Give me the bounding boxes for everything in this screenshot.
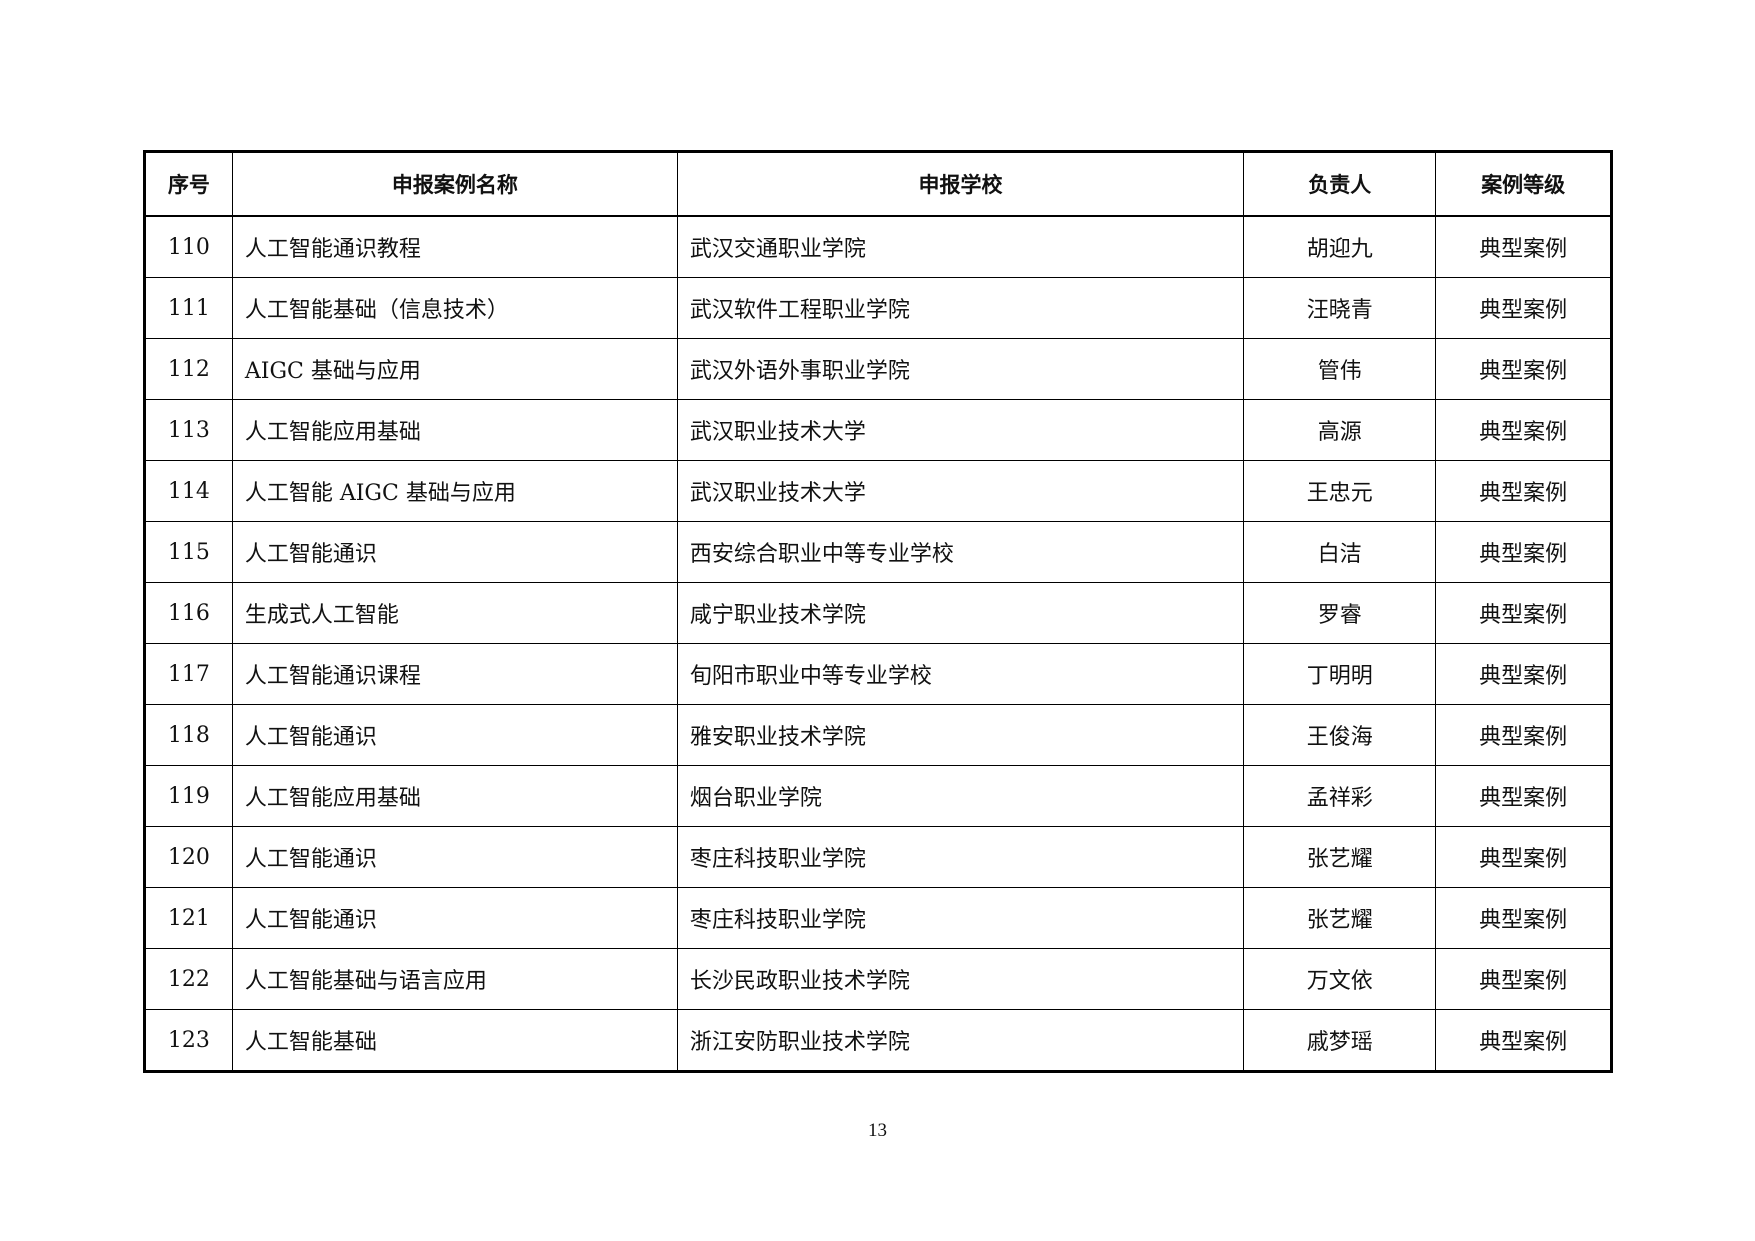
cell-owner: 管伟 [1243, 338, 1437, 400]
cell-school: 长沙民政职业技术学院 [676, 948, 1245, 1010]
cell-case-name: AIGC 基础与应用 [231, 338, 678, 400]
table-row: 112 AIGC 基础与应用 武汉外语外事职业学院 管伟 典型案例 [144, 338, 1612, 400]
cell-level: 典型案例 [1435, 215, 1612, 278]
header-case-name: 申报案例名称 [231, 151, 678, 217]
cell-level: 典型案例 [1435, 948, 1612, 1010]
table-row: 110 人工智能通识教程 武汉交通职业学院 胡迎九 典型案例 [144, 215, 1612, 278]
cell-school: 武汉外语外事职业学院 [676, 338, 1245, 400]
cell-case-name: 人工智能通识 [231, 826, 678, 888]
cell-level: 典型案例 [1435, 582, 1612, 644]
cell-school: 武汉职业技术大学 [676, 399, 1245, 461]
cell-school: 武汉软件工程职业学院 [676, 277, 1245, 339]
cell-index: 114 [144, 460, 233, 522]
cell-level: 典型案例 [1435, 399, 1612, 461]
table-row: 117 人工智能通识课程 旬阳市职业中等专业学校 丁明明 典型案例 [144, 643, 1612, 705]
table-row: 116 生成式人工智能 咸宁职业技术学院 罗睿 典型案例 [144, 582, 1612, 644]
header-level: 案例等级 [1435, 151, 1612, 217]
cell-school: 武汉交通职业学院 [676, 215, 1245, 278]
cell-case-name: 人工智能通识 [231, 887, 678, 949]
table-row: 119 人工智能应用基础 烟台职业学院 孟祥彩 典型案例 [144, 765, 1612, 827]
cell-level: 典型案例 [1435, 277, 1612, 339]
cell-owner: 王俊海 [1243, 704, 1437, 766]
cell-index: 120 [144, 826, 233, 888]
cell-index: 118 [144, 704, 233, 766]
cell-school: 武汉职业技术大学 [676, 460, 1245, 522]
table-row: 114 人工智能 AIGC 基础与应用 武汉职业技术大学 王忠元 典型案例 [144, 460, 1612, 522]
table-row: 122 人工智能基础与语言应用 长沙民政职业技术学院 万文依 典型案例 [144, 948, 1612, 1010]
cell-level: 典型案例 [1435, 643, 1612, 705]
cell-case-name: 人工智能应用基础 [231, 765, 678, 827]
cell-school: 西安综合职业中等专业学校 [676, 521, 1245, 583]
cell-level: 典型案例 [1435, 765, 1612, 827]
page-number: 13 [868, 1120, 887, 1141]
cell-owner: 张艺耀 [1243, 887, 1437, 949]
cell-owner: 罗睿 [1243, 582, 1437, 644]
header-school: 申报学校 [676, 151, 1245, 217]
table-row: 118 人工智能通识 雅安职业技术学院 王俊海 典型案例 [144, 704, 1612, 766]
cell-level: 典型案例 [1435, 826, 1612, 888]
cell-index: 117 [144, 643, 233, 705]
case-list-table: 序号 申报案例名称 申报学校 负责人 案例等级 110 人工智能通识教程 武汉交通职… [143, 150, 1613, 1073]
cell-case-name: 人工智能通识教程 [231, 215, 678, 278]
cell-level: 典型案例 [1435, 704, 1612, 766]
cell-case-name: 人工智能通识 [231, 521, 678, 583]
cell-owner: 胡迎九 [1243, 215, 1437, 278]
cell-index: 119 [144, 765, 233, 827]
cell-case-name: 人工智能基础 [231, 1009, 678, 1072]
cell-owner: 王忠元 [1243, 460, 1437, 522]
cell-owner: 万文依 [1243, 948, 1437, 1010]
cell-index: 112 [144, 338, 233, 400]
cell-school: 咸宁职业技术学院 [676, 582, 1245, 644]
table-row: 115 人工智能通识 西安综合职业中等专业学校 白洁 典型案例 [144, 521, 1612, 583]
cell-index: 116 [144, 582, 233, 644]
cell-level: 典型案例 [1435, 1009, 1612, 1072]
cell-owner: 高源 [1243, 399, 1437, 461]
cell-index: 111 [144, 277, 233, 339]
cell-owner: 丁明明 [1243, 643, 1437, 705]
cell-case-name: 生成式人工智能 [231, 582, 678, 644]
table-row: 121 人工智能通识 枣庄科技职业学院 张艺耀 典型案例 [144, 887, 1612, 949]
header-owner: 负责人 [1243, 151, 1437, 217]
cell-index: 122 [144, 948, 233, 1010]
table-row: 123 人工智能基础 浙江安防职业技术学院 戚梦瑶 典型案例 [144, 1009, 1612, 1072]
cell-school: 枣庄科技职业学院 [676, 826, 1245, 888]
cell-owner: 张艺耀 [1243, 826, 1437, 888]
cell-case-name: 人工智能通识课程 [231, 643, 678, 705]
cell-owner: 戚梦瑶 [1243, 1009, 1437, 1072]
cell-case-name: 人工智能基础与语言应用 [231, 948, 678, 1010]
cell-level: 典型案例 [1435, 460, 1612, 522]
cell-case-name: 人工智能应用基础 [231, 399, 678, 461]
cell-case-name: 人工智能通识 [231, 704, 678, 766]
cell-owner: 孟祥彩 [1243, 765, 1437, 827]
cell-owner: 白洁 [1243, 521, 1437, 583]
cell-index: 121 [144, 887, 233, 949]
cell-index: 113 [144, 399, 233, 461]
cell-case-name: 人工智能 AIGC 基础与应用 [231, 460, 678, 522]
table-row: 120 人工智能通识 枣庄科技职业学院 张艺耀 典型案例 [144, 826, 1612, 888]
cell-school: 烟台职业学院 [676, 765, 1245, 827]
header-index: 序号 [144, 151, 233, 217]
cell-school: 枣庄科技职业学院 [676, 887, 1245, 949]
cell-index: 123 [144, 1009, 233, 1072]
table-header-row: 序号 申报案例名称 申报学校 负责人 案例等级 [144, 151, 1612, 217]
cell-level: 典型案例 [1435, 338, 1612, 400]
table-row: 113 人工智能应用基础 武汉职业技术大学 高源 典型案例 [144, 399, 1612, 461]
cell-school: 雅安职业技术学院 [676, 704, 1245, 766]
cell-index: 110 [144, 215, 233, 278]
cell-school: 旬阳市职业中等专业学校 [676, 643, 1245, 705]
cell-level: 典型案例 [1435, 887, 1612, 949]
cell-school: 浙江安防职业技术学院 [676, 1009, 1245, 1072]
cell-case-name: 人工智能基础（信息技术） [231, 277, 678, 339]
cell-index: 115 [144, 521, 233, 583]
cell-owner: 汪晓青 [1243, 277, 1437, 339]
cell-level: 典型案例 [1435, 521, 1612, 583]
table-row: 111 人工智能基础（信息技术） 武汉软件工程职业学院 汪晓青 典型案例 [144, 277, 1612, 339]
